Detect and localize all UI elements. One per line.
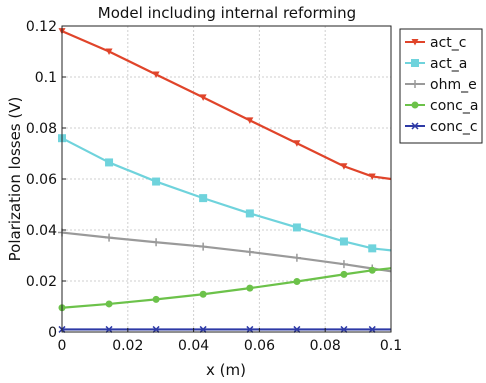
legend-marker xyxy=(411,122,419,130)
data-point-conc_a xyxy=(340,270,348,278)
series-layer xyxy=(58,28,392,333)
y-tick-label: 0.04 xyxy=(26,223,57,239)
series-line-act_a xyxy=(61,137,392,252)
data-point-conc_a xyxy=(152,295,160,303)
data-point-conc_a xyxy=(199,290,207,298)
legend-marker xyxy=(411,39,419,46)
legend-item-ohm_e: ohm_e xyxy=(405,77,477,93)
data-point-act_c xyxy=(105,48,113,55)
series-act_c xyxy=(58,28,392,181)
data-point-act_a xyxy=(339,237,348,246)
grid xyxy=(62,26,391,332)
y-tick-label: 0.12 xyxy=(26,19,57,35)
series-conc_a xyxy=(58,266,392,312)
series-conc_c xyxy=(58,325,391,333)
series-line-act_c xyxy=(61,30,392,181)
data-point-act_a xyxy=(199,194,208,203)
legend-item-act_a: act_a xyxy=(405,56,467,72)
data-point-ohm_e xyxy=(199,242,208,251)
data-point-act_a xyxy=(152,177,161,186)
data-point-conc_c xyxy=(199,325,207,333)
legend-marker xyxy=(411,59,419,67)
x-tick-label: 0.08 xyxy=(310,338,341,354)
data-point-ohm_e xyxy=(245,247,254,256)
data-point-act_a xyxy=(105,158,114,167)
x-axis-label: x (m) xyxy=(206,361,246,379)
data-point-ohm_e xyxy=(105,233,114,242)
data-point-act_a xyxy=(292,223,301,232)
data-point-act_c xyxy=(340,163,348,170)
ticks: 0 0.02 0.04 0.06 0.08 0.1 0 0.02 0.04 0.06 0.08 0.1… xyxy=(26,19,402,354)
x-tick-label: 0.1 xyxy=(380,338,402,354)
data-point-ohm_e xyxy=(339,260,348,269)
data-point-conc_c xyxy=(368,325,376,333)
data-point-act_c xyxy=(293,140,301,147)
data-point-ohm_e xyxy=(292,253,301,262)
legend-label: act_c xyxy=(430,35,466,51)
data-point-act_c xyxy=(199,94,207,101)
data-point-act_a xyxy=(368,244,377,253)
data-point-act_a xyxy=(245,209,254,218)
data-point-conc_c xyxy=(293,325,301,333)
data-point-act_c xyxy=(368,173,376,180)
legend-item-act_c: act_c xyxy=(405,35,466,51)
x-tick-label: 0.06 xyxy=(244,338,275,354)
data-point-conc_a xyxy=(293,278,301,286)
data-point-conc_c xyxy=(105,325,113,333)
data-point-ohm_e xyxy=(152,238,161,247)
legend: act_c act_a ohm_e conc_a conc_c xyxy=(399,28,483,144)
data-point-conc_a xyxy=(368,266,376,274)
y-tick-label: 0 xyxy=(48,325,57,341)
y-tick-label: 0.1 xyxy=(35,70,57,86)
series-act_a xyxy=(58,134,392,253)
data-point-act_c xyxy=(152,71,160,78)
series-ohm_e xyxy=(58,228,392,273)
data-point-conc_c xyxy=(152,325,160,333)
legend-marker xyxy=(411,80,419,88)
y-tick-label: 0.08 xyxy=(26,121,57,137)
chart-title: Model including internal reforming xyxy=(98,4,356,22)
legend-label: conc_c xyxy=(430,119,478,135)
legend-marker xyxy=(411,101,419,109)
data-point-act_c xyxy=(246,117,254,124)
data-point-conc_a xyxy=(246,284,254,292)
x-tick-label: 0 xyxy=(58,338,67,354)
data-point-conc_c xyxy=(246,325,254,333)
legend-label: conc_a xyxy=(430,98,478,114)
y-axis-label: Polarization losses (V) xyxy=(6,97,24,262)
data-point-conc_c xyxy=(340,325,348,333)
legend-label: act_a xyxy=(430,56,467,72)
data-point-conc_a xyxy=(105,300,113,308)
x-tick-label: 0.04 xyxy=(178,338,209,354)
y-tick-label: 0.02 xyxy=(26,274,57,290)
legend-item-conc_a: conc_a xyxy=(405,98,478,114)
legend-label: ohm_e xyxy=(430,77,477,93)
y-tick-label: 0.06 xyxy=(26,172,57,188)
legend-item-conc_c: conc_c xyxy=(405,119,478,135)
x-tick-label: 0.02 xyxy=(112,338,143,354)
